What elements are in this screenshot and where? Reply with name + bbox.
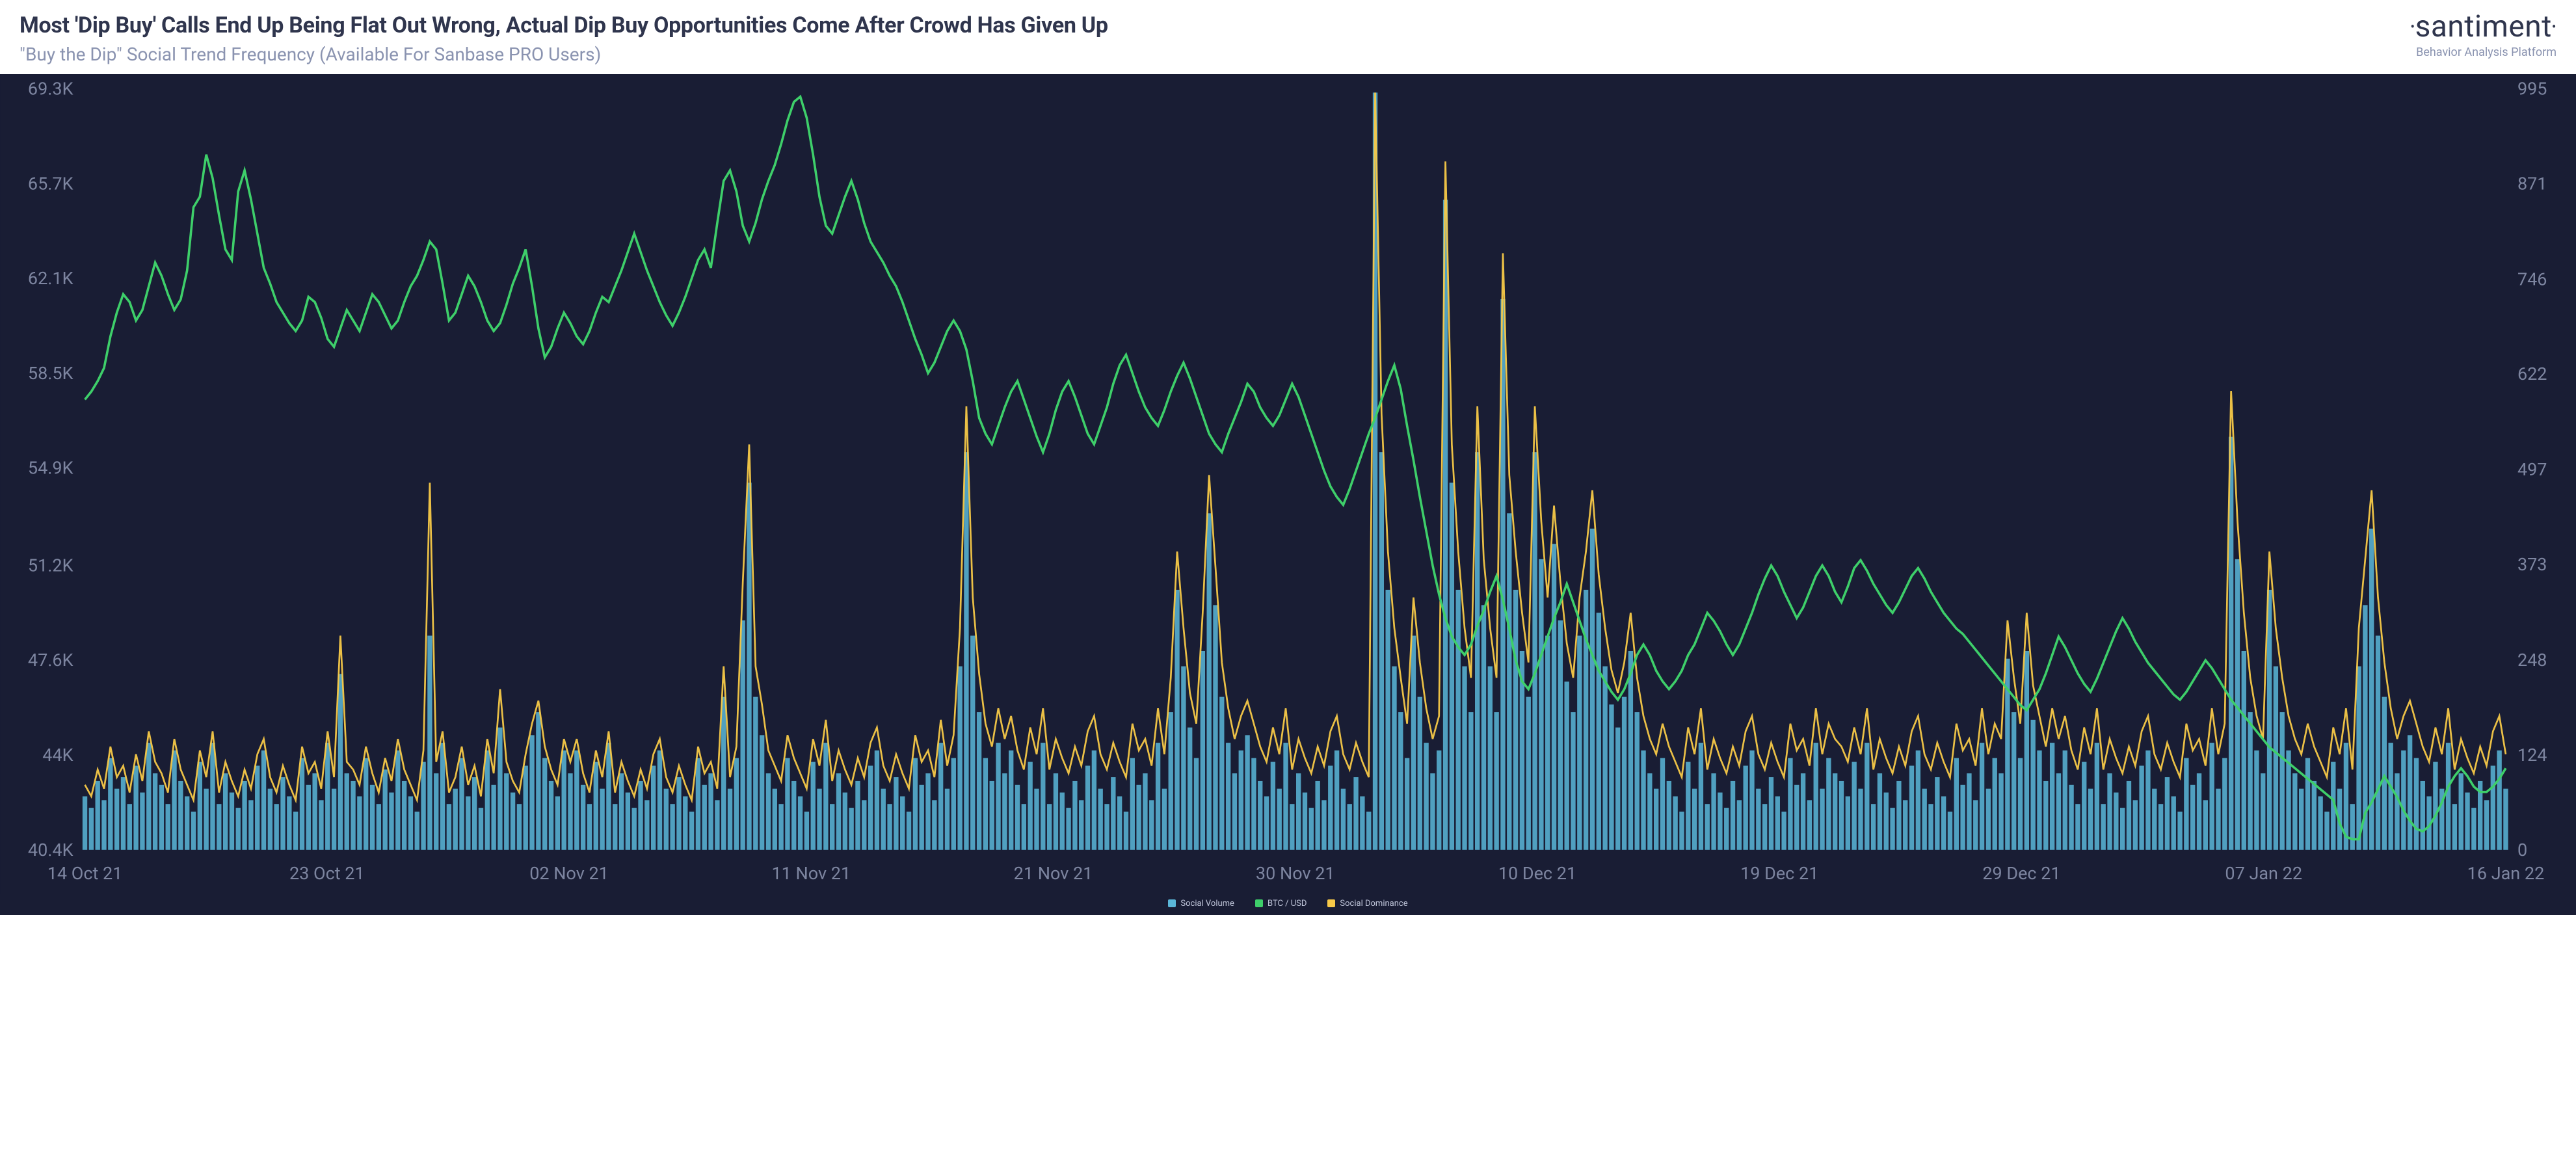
svg-text:871: 871 [2517, 173, 2547, 194]
legend-swatch [1168, 899, 1176, 907]
svg-text:23 Oct 21: 23 Oct 21 [289, 862, 365, 883]
svg-text:47.6K: 47.6K [28, 650, 73, 670]
combo-chart: 40.4K 44K 47.6K 51.2K 54.9K 58.5K 62.1K 65.7K 69… [0, 74, 2576, 894]
svg-text:44K: 44K [42, 745, 73, 765]
svg-text:19 Dec 21: 19 Dec 21 [1740, 862, 1818, 883]
svg-text:69.3K: 69.3K [28, 78, 73, 99]
legend-swatch [1327, 899, 1335, 907]
svg-text:14 Oct 21: 14 Oct 21 [47, 862, 123, 883]
header: Most 'Dip Buy' Calls End Up Being Flat O… [0, 0, 2576, 74]
svg-text:373: 373 [2517, 554, 2547, 575]
svg-text:16 Jan 22: 16 Jan 22 [2467, 862, 2545, 883]
legend-item: BTC / USD [1255, 899, 1307, 909]
chart-subtitle: "Buy the Dip" Social Trend Frequency (Av… [20, 44, 2384, 65]
svg-text:65.7K: 65.7K [28, 173, 73, 194]
svg-text:124: 124 [2517, 744, 2547, 765]
svg-text:62.1K: 62.1K [28, 268, 73, 289]
svg-text:248: 248 [2517, 650, 2547, 670]
svg-text:58.5K: 58.5K [28, 362, 73, 383]
brand-logo: •santiment• [2410, 12, 2556, 42]
svg-text:497: 497 [2517, 459, 2547, 480]
legend-label: Social Dominance [1340, 899, 1407, 909]
svg-text:10 Dec 21: 10 Dec 21 [1498, 862, 1576, 883]
svg-text:11 Nov 21: 11 Nov 21 [771, 862, 851, 883]
legend-swatch [1255, 899, 1263, 907]
chart-legend: Social Volume BTC / USD Social Dominance [0, 894, 2576, 915]
svg-text:622: 622 [2517, 364, 2547, 384]
svg-text:54.9K: 54.9K [28, 457, 73, 478]
chart-title: Most 'Dip Buy' Calls End Up Being Flat O… [20, 12, 2384, 40]
svg-text:30 Nov 21: 30 Nov 21 [1256, 862, 1335, 883]
svg-text:29 Dec 21: 29 Dec 21 [1982, 862, 2060, 883]
brand-tagline: Behavior Analysis Platform [2410, 46, 2556, 59]
svg-text:51.2K: 51.2K [28, 555, 73, 576]
svg-text:21 Nov 21: 21 Nov 21 [1014, 862, 1093, 883]
chart-area: 40.4K 44K 47.6K 51.2K 54.9K 58.5K 62.1K 65.7K 69… [0, 74, 2576, 915]
svg-text:995: 995 [2517, 78, 2547, 99]
legend-label: Social Volume [1180, 899, 1234, 909]
legend-item: Social Dominance [1327, 899, 1407, 909]
svg-text:02 Nov 21: 02 Nov 21 [529, 862, 609, 883]
svg-text:40.4K: 40.4K [28, 839, 73, 860]
svg-text:746: 746 [2517, 269, 2547, 289]
legend-item: Social Volume [1168, 899, 1234, 909]
svg-text:0: 0 [2517, 839, 2527, 860]
svg-text:07 Jan 22: 07 Jan 22 [2225, 862, 2302, 883]
legend-label: BTC / USD [1268, 899, 1307, 909]
